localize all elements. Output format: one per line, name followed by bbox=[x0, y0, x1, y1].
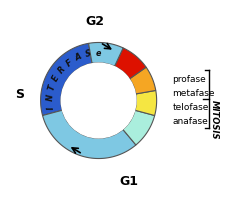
Text: F: F bbox=[65, 57, 75, 68]
Text: S: S bbox=[15, 87, 24, 100]
Polygon shape bbox=[89, 43, 123, 67]
Circle shape bbox=[61, 64, 136, 138]
Text: A: A bbox=[74, 52, 83, 63]
Text: S: S bbox=[85, 49, 92, 59]
Text: E: E bbox=[51, 73, 62, 82]
Text: N: N bbox=[46, 94, 55, 101]
Polygon shape bbox=[123, 111, 155, 145]
Text: metafase: metafase bbox=[173, 89, 215, 98]
Polygon shape bbox=[41, 44, 92, 116]
Polygon shape bbox=[115, 49, 146, 79]
Text: T: T bbox=[47, 83, 58, 91]
Text: G2: G2 bbox=[86, 15, 104, 27]
Text: R: R bbox=[57, 64, 68, 75]
Text: anafase: anafase bbox=[173, 116, 208, 125]
Polygon shape bbox=[129, 68, 156, 95]
Text: G1: G1 bbox=[120, 175, 139, 187]
Text: profase: profase bbox=[173, 75, 206, 84]
Text: e: e bbox=[96, 48, 101, 58]
Text: I: I bbox=[46, 106, 56, 110]
Text: telofase: telofase bbox=[173, 102, 209, 111]
Polygon shape bbox=[135, 91, 157, 116]
Text: MITOSIS: MITOSIS bbox=[210, 100, 218, 139]
Polygon shape bbox=[43, 111, 136, 159]
